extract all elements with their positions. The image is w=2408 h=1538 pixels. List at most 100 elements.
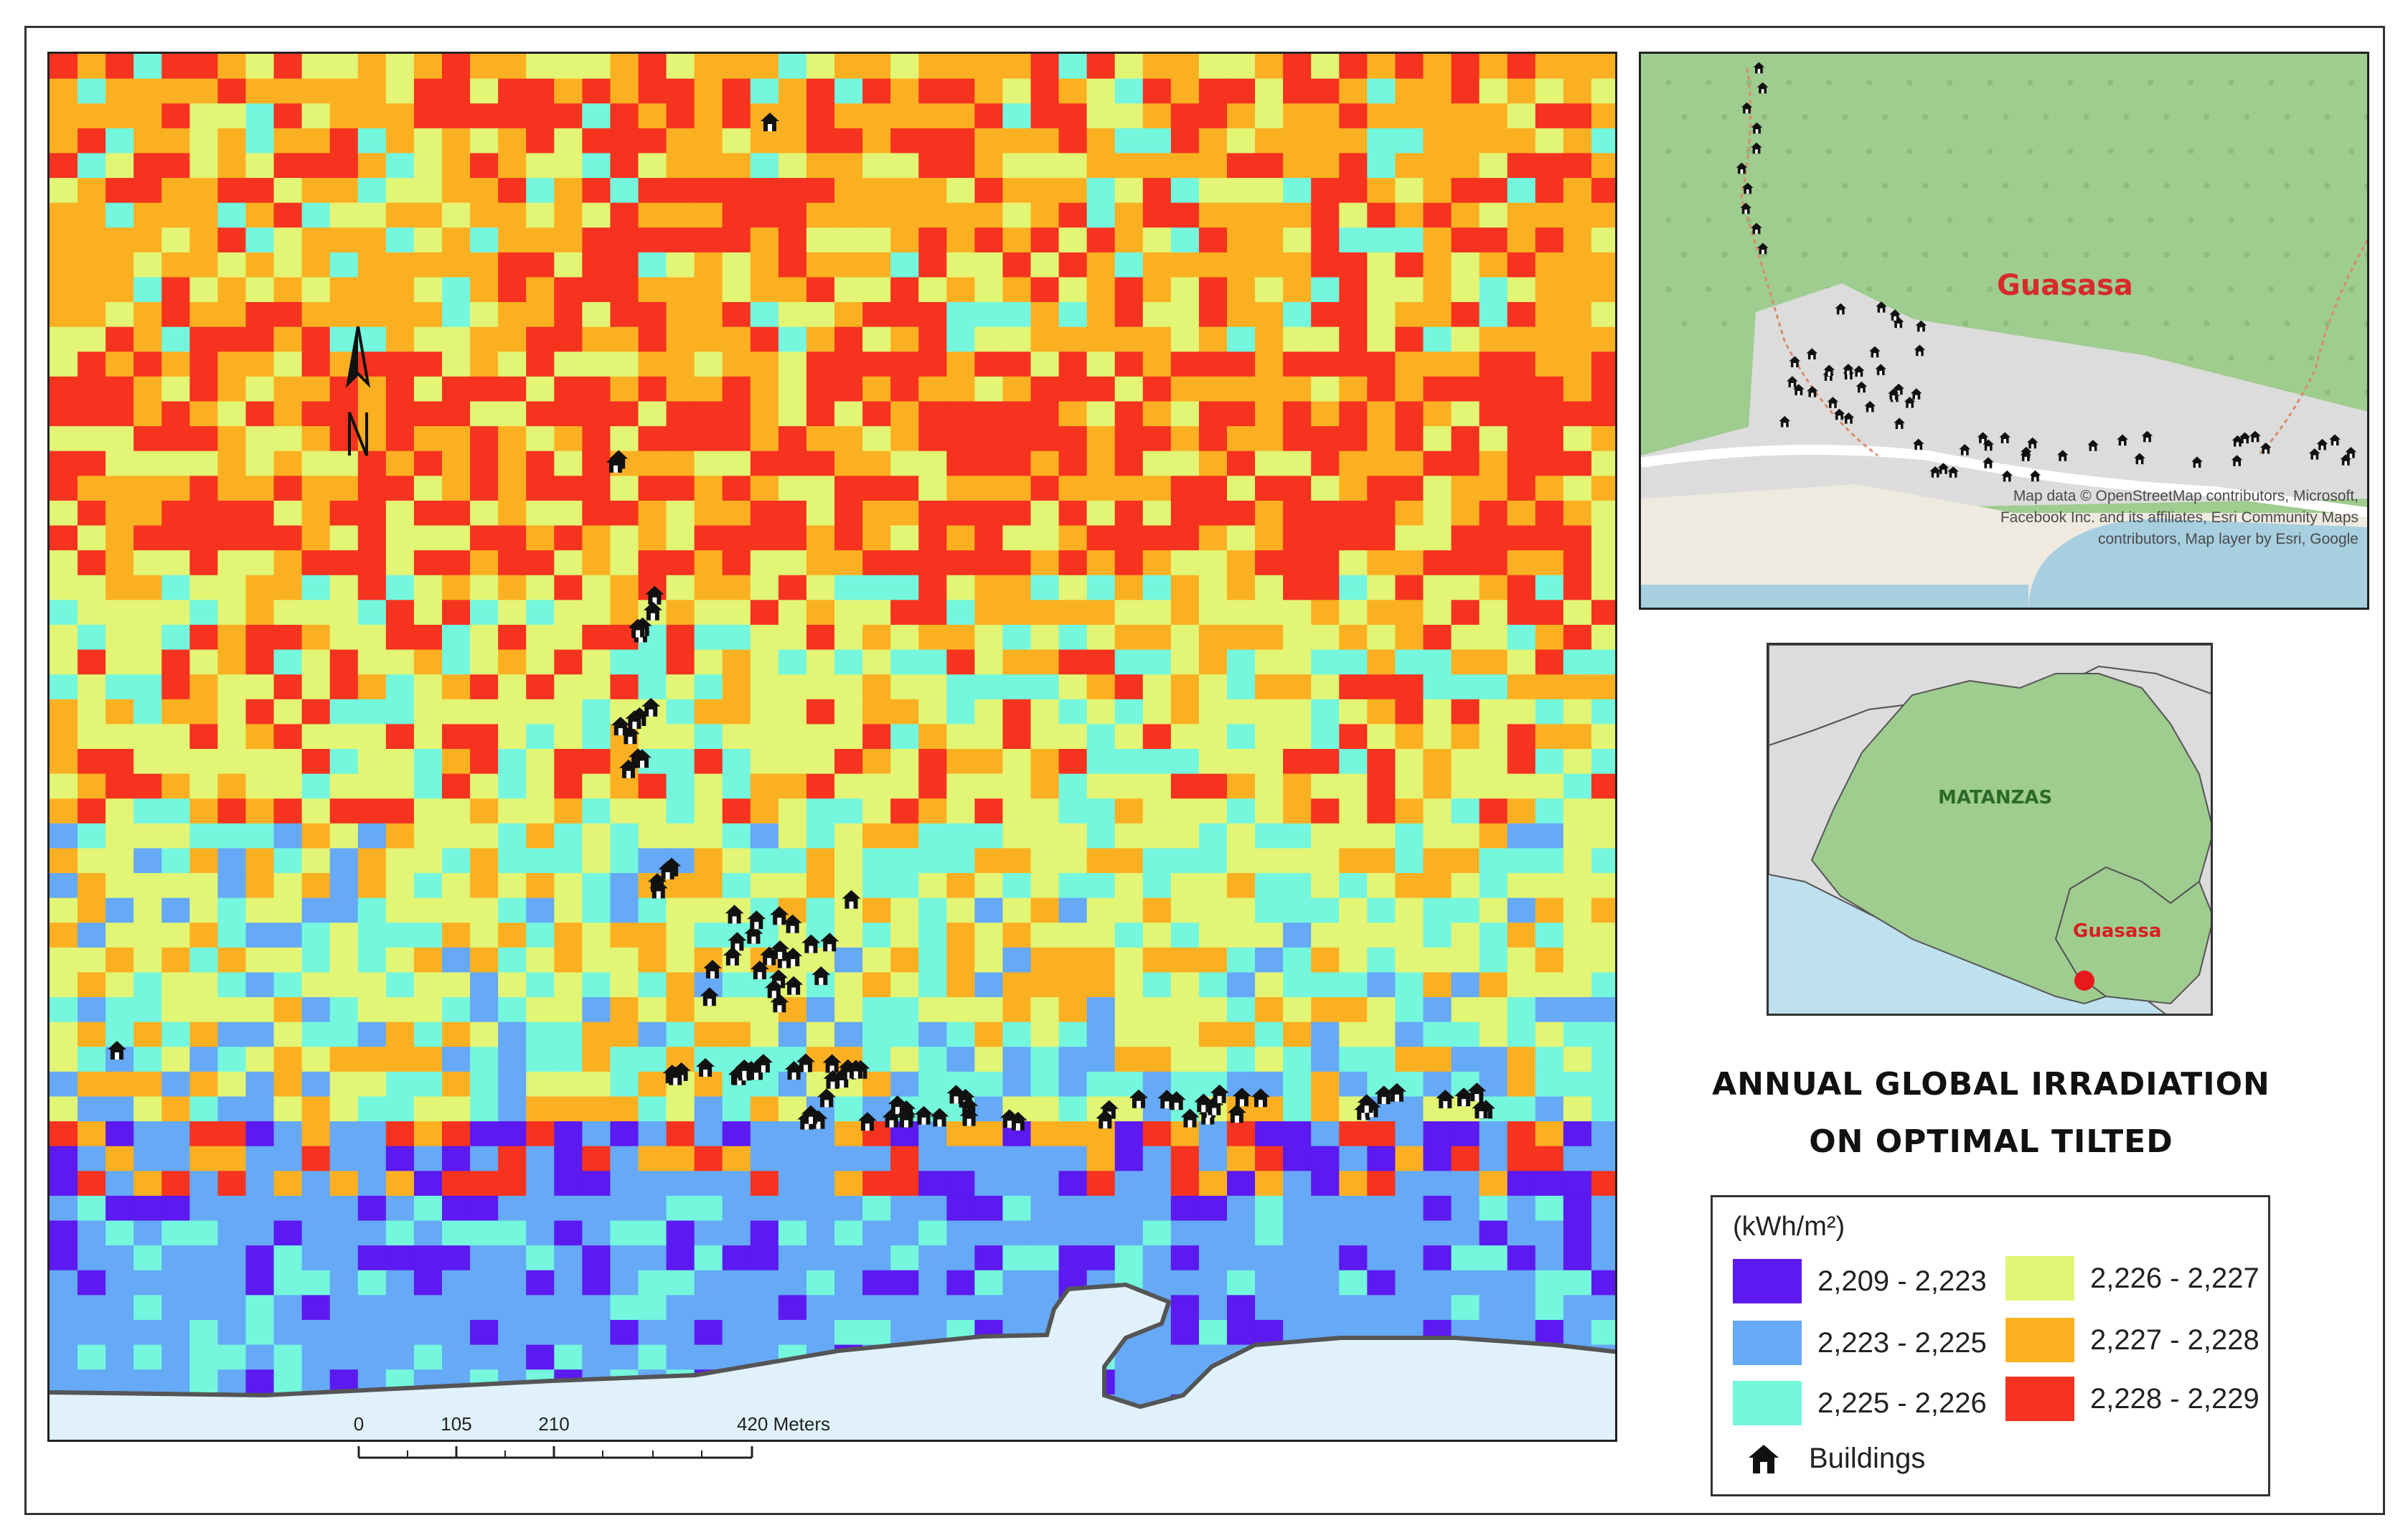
raster-cell	[1591, 476, 1615, 501]
place-label-guasasa: Guasasa	[1997, 269, 2133, 302]
raster-cell	[694, 376, 723, 402]
raster-cell	[498, 103, 527, 129]
raster-cell	[442, 153, 471, 179]
tree-symbol	[1802, 183, 1808, 189]
raster-cell	[245, 202, 275, 228]
raster-cell	[161, 54, 190, 80]
title-line-1: ANNUAL GLOBAL IRRADIATION	[1712, 1066, 2270, 1103]
raster-cell	[470, 202, 499, 228]
raster-cell	[1451, 326, 1480, 352]
legend-swatch	[1733, 1381, 1802, 1425]
raster-cell	[526, 227, 555, 253]
raster-cell	[1563, 326, 1592, 352]
raster-cell	[1395, 178, 1424, 204]
raster-cell	[694, 450, 723, 476]
raster-cell	[105, 326, 134, 352]
raster-cell	[1114, 302, 1144, 328]
raster-cell	[554, 128, 583, 154]
raster-cell	[442, 352, 471, 377]
raster-cell	[1030, 153, 1060, 179]
raster-cell	[161, 352, 190, 377]
raster-cell	[385, 153, 415, 179]
raster-cell	[1591, 401, 1615, 427]
raster-cell	[273, 352, 303, 377]
raster-cell	[722, 277, 751, 303]
raster-cell	[778, 78, 807, 104]
raster-cell	[834, 476, 863, 501]
tree-symbol	[2163, 183, 2170, 189]
raster-cell	[1507, 78, 1536, 104]
raster-cell	[1255, 103, 1284, 129]
raster-cell	[50, 128, 78, 154]
raster-cell	[974, 352, 1004, 377]
raster-cell	[1451, 252, 1480, 278]
legend-swatch	[2005, 1377, 2074, 1421]
raster-cell	[1114, 54, 1144, 80]
raster-cell	[1198, 326, 1228, 352]
raster-cell	[161, 153, 190, 179]
raster-cell	[1339, 54, 1368, 80]
raster-cell	[470, 401, 499, 427]
raster-cell	[77, 476, 106, 501]
tree-symbol	[1706, 80, 1712, 85]
raster-cell	[357, 153, 387, 179]
raster-cell	[806, 302, 835, 328]
raster-cell	[1030, 252, 1060, 278]
raster-cell	[946, 54, 975, 80]
raster-cell	[189, 178, 219, 204]
raster-cell	[526, 352, 555, 377]
inset-region-map[interactable]: MATANZAS Guasasa	[1767, 643, 2213, 1016]
raster-cell	[918, 54, 947, 80]
raster-cell	[638, 128, 667, 154]
raster-cell	[1227, 202, 1256, 228]
tree-symbol	[1962, 183, 1969, 189]
inset-local-map[interactable]: Guasasa Map data © OpenStreetMap contrib…	[1639, 52, 2369, 610]
raster-cell	[217, 78, 247, 104]
raster-cell	[778, 426, 807, 452]
raster-cell	[834, 277, 863, 303]
raster-cell	[498, 326, 527, 352]
raster-cell	[890, 103, 919, 129]
raster-cell	[1367, 178, 1396, 204]
raster-cell	[105, 277, 134, 303]
irradiation-raster-map[interactable]	[47, 52, 1617, 1442]
raster-cell	[862, 277, 891, 303]
raster-cell	[1563, 128, 1592, 154]
raster-cell	[1086, 103, 1116, 129]
raster-cell	[666, 326, 695, 352]
scale-label-210: 210	[538, 1413, 570, 1435]
raster-cell	[1114, 128, 1144, 154]
raster-cell	[778, 450, 807, 476]
raster-cell	[1002, 128, 1032, 154]
building-icon	[784, 976, 804, 995]
raster-cell	[918, 426, 947, 452]
map-title: ANNUAL GLOBAL IRRADIATION ON OPTIMAL TIL…	[1708, 1056, 2275, 1171]
raster-cell	[413, 178, 443, 204]
raster-cell	[1311, 252, 1340, 278]
raster-cell	[1114, 277, 1144, 303]
raster-cell	[1255, 54, 1284, 80]
raster-cell	[862, 153, 891, 179]
raster-cell	[301, 450, 331, 476]
raster-cell	[385, 227, 415, 253]
raster-cell	[301, 252, 331, 278]
raster-cell	[105, 500, 134, 527]
raster-cell	[1367, 78, 1396, 104]
raster-cell	[498, 202, 527, 228]
raster-cell	[1255, 376, 1284, 402]
raster-cell	[918, 103, 947, 129]
raster-cell	[834, 153, 863, 179]
raster-cell	[582, 326, 611, 352]
tree-symbol	[1906, 217, 1913, 223]
raster-cell	[133, 54, 162, 80]
raster-cell	[105, 376, 134, 402]
raster-cell	[722, 401, 751, 427]
raster-cell	[442, 277, 471, 303]
raster-cell	[1367, 376, 1396, 402]
raster-cell	[77, 103, 106, 129]
raster-cell	[1086, 252, 1116, 278]
raster-cell	[273, 128, 303, 154]
raster-cell	[470, 153, 499, 179]
raster-cell	[105, 426, 134, 452]
raster-cell	[1170, 450, 1200, 476]
